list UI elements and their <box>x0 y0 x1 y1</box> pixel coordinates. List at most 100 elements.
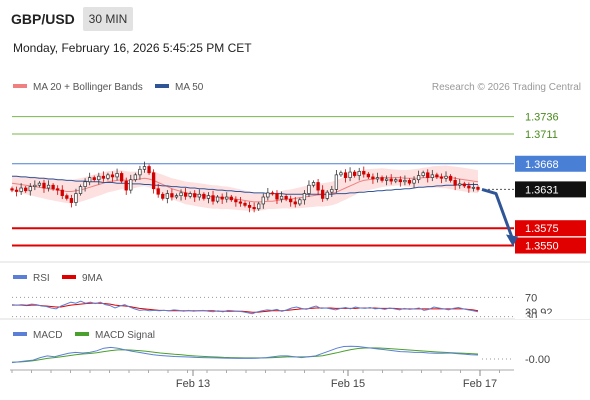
legend-swatch-ma50 <box>155 84 169 88</box>
candle-body <box>51 184 55 190</box>
candle-body <box>28 186 32 192</box>
candle-body <box>339 172 343 176</box>
candle-body <box>142 166 147 170</box>
candle-body <box>197 193 201 198</box>
candle-body <box>19 187 23 192</box>
candle-body <box>371 176 375 180</box>
candle-body <box>348 171 352 178</box>
candle-body <box>238 201 243 204</box>
legend-swatch-ma20 <box>13 84 27 88</box>
candle-body <box>302 193 307 201</box>
candle-body <box>88 177 92 183</box>
candle-body <box>206 195 211 199</box>
candle-body <box>334 174 339 190</box>
candle-body <box>133 174 138 181</box>
candle-body <box>448 175 453 181</box>
candle-body <box>174 195 179 198</box>
candle-body <box>37 182 42 186</box>
candle-body <box>234 199 238 203</box>
candle-body <box>147 166 151 174</box>
chart-datetime: Monday, February 16, 2026 5:45:25 PM CET <box>13 41 252 55</box>
candle-body <box>46 184 51 189</box>
timeframe-badge[interactable]: 30 MIN <box>83 7 133 31</box>
candle-body <box>170 193 174 198</box>
legend-swatch-rsi <box>13 275 27 279</box>
level-box-support <box>515 220 586 237</box>
candle-body <box>92 177 96 181</box>
candle-body <box>398 179 402 183</box>
candle-body <box>357 171 361 176</box>
candle-body <box>362 171 366 175</box>
candle-body <box>284 195 288 200</box>
candle-body <box>14 189 19 192</box>
candle-body <box>42 182 46 189</box>
candle-body <box>69 198 74 203</box>
candle-body <box>138 168 142 176</box>
candle-body <box>78 186 83 194</box>
candle-body <box>243 202 247 206</box>
candle-body <box>56 188 60 191</box>
level-label-last: 1.3631 <box>525 184 559 196</box>
candle-body <box>193 193 197 198</box>
candle-body <box>188 193 192 197</box>
candle-body <box>343 172 348 178</box>
candle-body <box>439 176 444 179</box>
candle-body <box>384 178 389 181</box>
candle-body <box>215 196 220 202</box>
candle-body <box>266 192 270 198</box>
legend-label-ma20: MA 20 + Bollinger Bands <box>33 82 143 93</box>
level-label-pivot: 1.3668 <box>525 159 559 171</box>
candle-body <box>115 173 119 178</box>
candle-body <box>129 179 133 191</box>
candle-body <box>97 175 101 181</box>
level-label-resistance: 1.3711 <box>525 129 558 141</box>
legend-label-macd-signal: MACD Signal <box>95 330 155 341</box>
candle-body <box>407 180 412 184</box>
candle-body <box>229 196 233 201</box>
candle-body <box>220 196 224 200</box>
candle-body <box>330 189 334 193</box>
candle-body <box>325 191 329 199</box>
candle-body <box>225 196 229 200</box>
macd-line <box>11 345 479 364</box>
candle-body <box>311 182 316 186</box>
candle-body <box>10 188 14 191</box>
candle-body <box>412 179 416 184</box>
rsi-line <box>11 300 479 315</box>
chart-header: GBP/USD 30 MIN Monday, February 16, 2026… <box>0 0 590 70</box>
candle-body <box>307 184 311 194</box>
candle-body <box>124 180 128 191</box>
candle-body <box>83 181 87 187</box>
candle-body <box>416 175 421 181</box>
legend-swatch-macd <box>13 332 27 336</box>
x-axis-tick-label: Feb 13 <box>176 378 210 390</box>
candle-body <box>202 193 206 199</box>
candle-body <box>394 179 398 182</box>
copyright-text: Research © 2026 Trading Central <box>432 82 581 93</box>
candle-body <box>467 185 471 189</box>
candle-body <box>252 207 256 210</box>
candle-body <box>151 172 156 190</box>
candle-body <box>183 192 188 197</box>
candle-body <box>389 178 393 182</box>
candle-body <box>65 195 69 199</box>
candle-body <box>24 187 28 192</box>
candle-body <box>101 175 106 179</box>
legend-swatch-macd-signal <box>75 332 89 336</box>
candle-body <box>352 171 357 176</box>
candle-body <box>430 174 434 178</box>
candle-body <box>74 193 78 203</box>
legend-label-macd: MACD <box>33 330 62 341</box>
candle-body <box>119 173 124 182</box>
candle-body <box>298 199 302 205</box>
macd-signal-line <box>11 347 479 363</box>
candle-body <box>279 195 284 200</box>
candle-body <box>275 193 279 200</box>
candle-body <box>462 183 466 187</box>
instrument-title: GBP/USD <box>11 11 75 27</box>
candle-body <box>458 183 462 186</box>
legend-label-ma50: MA 50 <box>175 82 204 93</box>
forecast-arrow-head <box>506 234 518 247</box>
x-axis-tick-label: Feb 15 <box>331 378 365 390</box>
rsi-level-70: 70 <box>525 292 537 304</box>
